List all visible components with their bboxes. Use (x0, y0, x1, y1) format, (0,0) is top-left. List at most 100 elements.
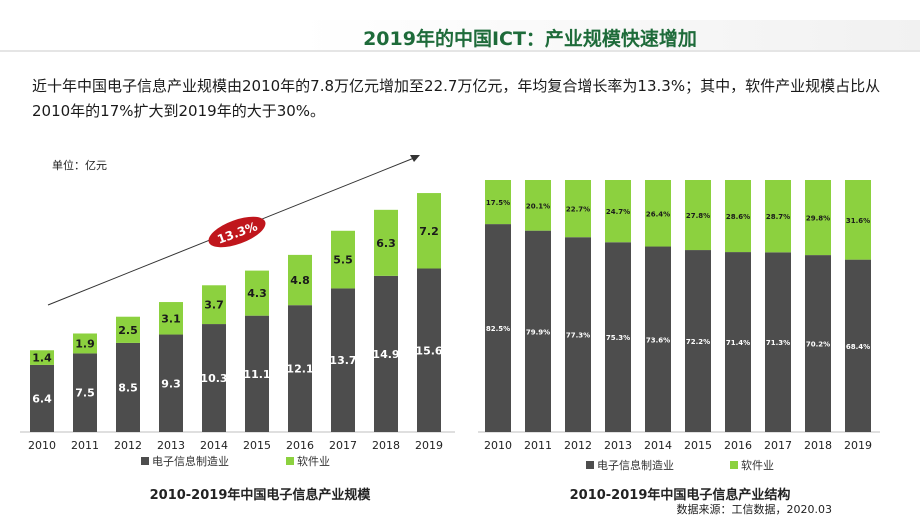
left-label-manufacturing: 6.4 (32, 392, 52, 405)
right-label-software: 17.5% (486, 199, 510, 207)
left-legend-swatch-software (286, 457, 294, 465)
right-bar-manufacturing (845, 259, 871, 432)
right-bar-manufacturing (805, 255, 831, 432)
left-label-software: 7.2 (419, 225, 439, 238)
left-label-software: 4.8 (290, 274, 310, 287)
right-bar-manufacturing (565, 237, 591, 432)
right-tick-label: 2011 (524, 439, 552, 452)
right-tick-label: 2013 (604, 439, 632, 452)
right-bar-software (565, 180, 591, 238)
right-legend-software: 软件业 (741, 458, 774, 472)
left-bar-software (245, 270, 269, 316)
right-label-manufacturing: 82.5% (486, 325, 510, 333)
right-tick-label: 2016 (724, 439, 752, 452)
right-bar-manufacturing (605, 242, 631, 432)
left-label-software: 2.5 (118, 324, 138, 337)
right-bar-manufacturing (645, 246, 671, 432)
left-bar-software (331, 230, 355, 289)
left-label-software: 1.9 (75, 337, 95, 350)
left-bar-manufacturing (73, 353, 97, 432)
right-bar-manufacturing (725, 252, 751, 432)
right-legend-swatch-software (730, 461, 738, 469)
right-label-manufacturing: 72.2% (686, 338, 710, 346)
left-tick-label: 2013 (157, 439, 185, 452)
growth-arrow-head (410, 155, 420, 162)
left-tick-label: 2011 (71, 439, 99, 452)
left-label-manufacturing: 7.5 (75, 387, 95, 400)
right-tick-label: 2018 (804, 439, 832, 452)
left-label-manufacturing: 13.7 (329, 354, 356, 367)
chart-left-title: 2010-2019年中国电子信息产业规模 (149, 488, 371, 503)
unit-label: 单位：亿元 (52, 159, 107, 172)
right-bar-manufacturing (525, 230, 551, 432)
left-label-software: 1.4 (32, 352, 52, 365)
right-tick-label: 2019 (844, 439, 872, 452)
left-tick-label: 2010 (28, 439, 56, 452)
right-bar-software (765, 180, 791, 253)
left-bar-manufacturing (30, 364, 54, 432)
left-tick-label: 2016 (286, 439, 314, 452)
right-bar-software (605, 180, 631, 243)
right-label-manufacturing: 77.3% (566, 332, 590, 340)
right-bar-software (645, 180, 671, 247)
left-legend-swatch-manufacturing (141, 457, 149, 465)
right-label-manufacturing: 73.6% (646, 336, 670, 344)
left-bar-software (202, 285, 226, 325)
left-label-manufacturing: 15.6 (415, 344, 442, 357)
left-tick-label: 2014 (200, 439, 228, 452)
left-label-manufacturing: 9.3 (161, 377, 181, 390)
right-tick-label: 2012 (564, 439, 592, 452)
growth-badge (208, 216, 266, 248)
left-bar-software (159, 302, 183, 335)
right-legend-swatch-manufacturing (586, 461, 594, 469)
source-note: 数据来源：工信数据，2020.03 (676, 503, 833, 516)
right-bar-manufacturing (485, 224, 511, 432)
page-title: 2019年的中国ICT：产业规模快速增加 (363, 28, 697, 50)
left-bar-manufacturing (331, 288, 355, 432)
right-label-manufacturing: 70.2% (806, 341, 830, 349)
left-label-software: 5.5 (333, 254, 353, 267)
right-label-manufacturing: 79.9% (526, 328, 550, 336)
left-bar-software (417, 193, 441, 269)
left-label-software: 4.3 (247, 287, 267, 300)
left-label-manufacturing: 11.1 (243, 368, 270, 381)
left-legend-software: 软件业 (297, 454, 330, 468)
right-bar-software (525, 180, 551, 231)
left-label-software: 6.3 (376, 237, 396, 250)
left-bar-manufacturing (374, 275, 398, 432)
left-bar-manufacturing (245, 315, 269, 432)
chart-right-title: 2010-2019年中国电子信息产业结构 (569, 488, 791, 503)
right-tick-label: 2017 (764, 439, 792, 452)
right-label-manufacturing: 68.4% (846, 343, 870, 351)
title-shade (300, 20, 920, 50)
right-legend-manufacturing: 电子信息制造业 (597, 458, 674, 472)
left-bar-software (288, 254, 312, 306)
left-label-software: 3.7 (204, 299, 224, 312)
left-tick-label: 2019 (415, 439, 443, 452)
right-label-software: 20.1% (526, 202, 550, 210)
right-bar-software (485, 180, 511, 225)
right-label-software: 27.8% (686, 212, 710, 220)
left-tick-label: 2018 (372, 439, 400, 452)
right-label-manufacturing: 71.3% (766, 339, 790, 347)
left-bar-software (30, 350, 54, 365)
right-bar-software (725, 180, 751, 253)
left-tick-label: 2012 (114, 439, 142, 452)
right-label-software: 26.4% (646, 210, 670, 218)
right-label-software: 22.7% (566, 206, 590, 214)
left-legend-manufacturing: 电子信息制造业 (152, 454, 229, 468)
left-label-software: 3.1 (161, 312, 181, 325)
left-tick-label: 2017 (329, 439, 357, 452)
left-bar-manufacturing (288, 305, 312, 432)
left-bar-manufacturing (202, 324, 226, 432)
left-bar-manufacturing (417, 268, 441, 432)
right-label-manufacturing: 71.4% (726, 339, 750, 347)
intro-text: 近十年中国电子信息产业规模由2010年的7.8万亿元增加至22.7万亿元，年均复… (32, 77, 881, 120)
right-label-software: 28.7% (766, 213, 790, 221)
left-tick-label: 2015 (243, 439, 271, 452)
left-bar-software (374, 209, 398, 276)
left-label-manufacturing: 14.9 (372, 348, 399, 361)
right-label-software: 29.8% (806, 215, 830, 223)
right-tick-label: 2015 (684, 439, 712, 452)
